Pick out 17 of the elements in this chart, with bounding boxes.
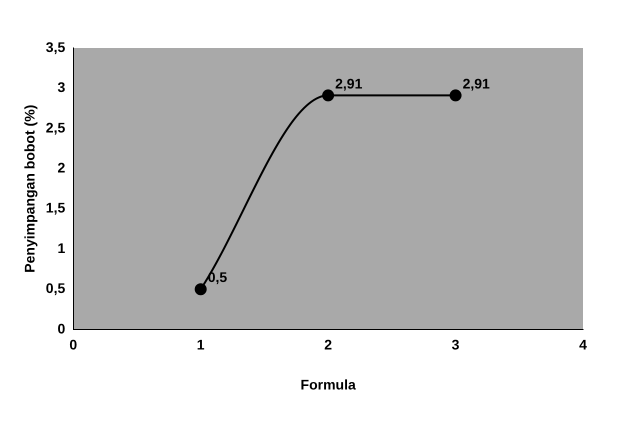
- y-axis-title: Penyimpangan bobot (%): [21, 104, 38, 273]
- x-tick-label: 4: [579, 336, 588, 353]
- x-tick-label: 2: [324, 336, 332, 353]
- x-tick-label: 0: [69, 336, 78, 353]
- y-tick-label: 1,5: [46, 200, 66, 216]
- y-tick-label: 0,5: [46, 280, 66, 296]
- data-label: 2,91: [335, 75, 363, 92]
- x-axis-title: Formula: [300, 376, 356, 392]
- x-tick-label: 1: [196, 336, 205, 353]
- y-tick-label: 2: [57, 159, 66, 176]
- y-tick-label: 3,5: [46, 38, 66, 55]
- y-tick-label: 0: [57, 320, 66, 336]
- x-tick-label: 3: [452, 336, 460, 353]
- y-tick-label: 2,5: [46, 119, 66, 136]
- data-label: 2,91: [462, 75, 490, 92]
- y-tick-label: 3: [57, 79, 66, 96]
- y-tick-label: 1: [57, 240, 66, 256]
